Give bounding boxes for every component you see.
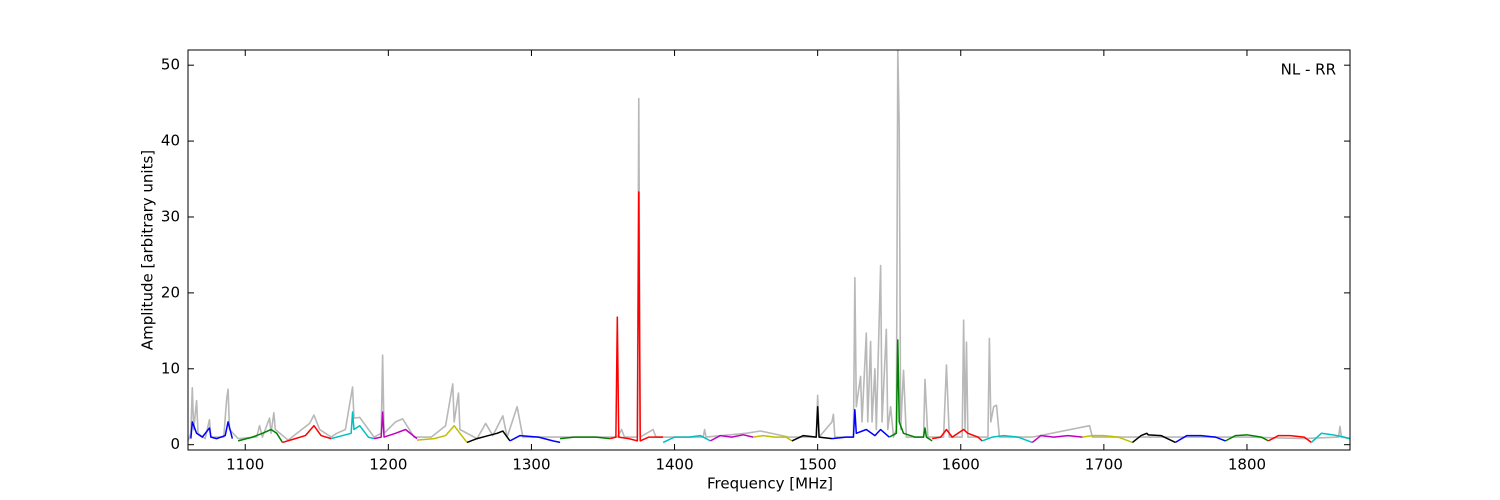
y-tick-label: 40 (161, 132, 180, 150)
y-tick-label: 50 (161, 56, 180, 74)
subband-line (190, 421, 234, 440)
subband-line (1225, 434, 1269, 442)
subband-line (330, 411, 375, 440)
subband-line (416, 424, 468, 443)
x-tick-label: 1400 (655, 456, 693, 474)
subband-line (466, 430, 511, 444)
y-tick-label: 10 (161, 359, 180, 377)
subband-line (1310, 432, 1350, 443)
subband-line (1031, 434, 1083, 443)
subband-line (509, 434, 561, 444)
background-spectrum (188, 50, 1350, 442)
subband-line (888, 339, 933, 442)
y-tick-label: 0 (170, 435, 180, 453)
y-tick-label: 20 (161, 283, 180, 301)
subband-line (1082, 434, 1133, 444)
subband-line (981, 434, 1033, 444)
subband-line (1132, 432, 1176, 444)
y-axis-label: Amplitude [arbitrary units] (139, 150, 157, 350)
subband-line (609, 191, 664, 442)
x-axis-label: Frequency [MHz] (707, 475, 833, 493)
x-tick-label: 1200 (369, 456, 407, 474)
subband-line (791, 405, 833, 442)
subband-line (932, 428, 983, 442)
x-tick-label: 1800 (1228, 456, 1266, 474)
subband-line (1268, 434, 1312, 444)
annotation: NL - RR (1281, 61, 1336, 79)
subband-line (831, 409, 890, 440)
y-tick-label: 30 (161, 207, 180, 225)
x-tick-label: 1500 (799, 456, 837, 474)
subband-line (709, 434, 754, 442)
subband-line (373, 411, 418, 440)
x-tick-label: 1100 (226, 456, 264, 474)
subband-line (753, 434, 793, 442)
x-tick-label: 1700 (1085, 456, 1123, 474)
subband-line (1175, 434, 1226, 444)
x-tick-label: 1300 (512, 456, 550, 474)
x-tick-label: 1600 (942, 456, 980, 474)
plot-frame (187, 49, 1351, 451)
subband-line (282, 424, 332, 444)
plot-area (188, 50, 1350, 444)
subband-line (559, 436, 611, 440)
subband-line (662, 434, 711, 444)
subband-line (237, 428, 284, 443)
